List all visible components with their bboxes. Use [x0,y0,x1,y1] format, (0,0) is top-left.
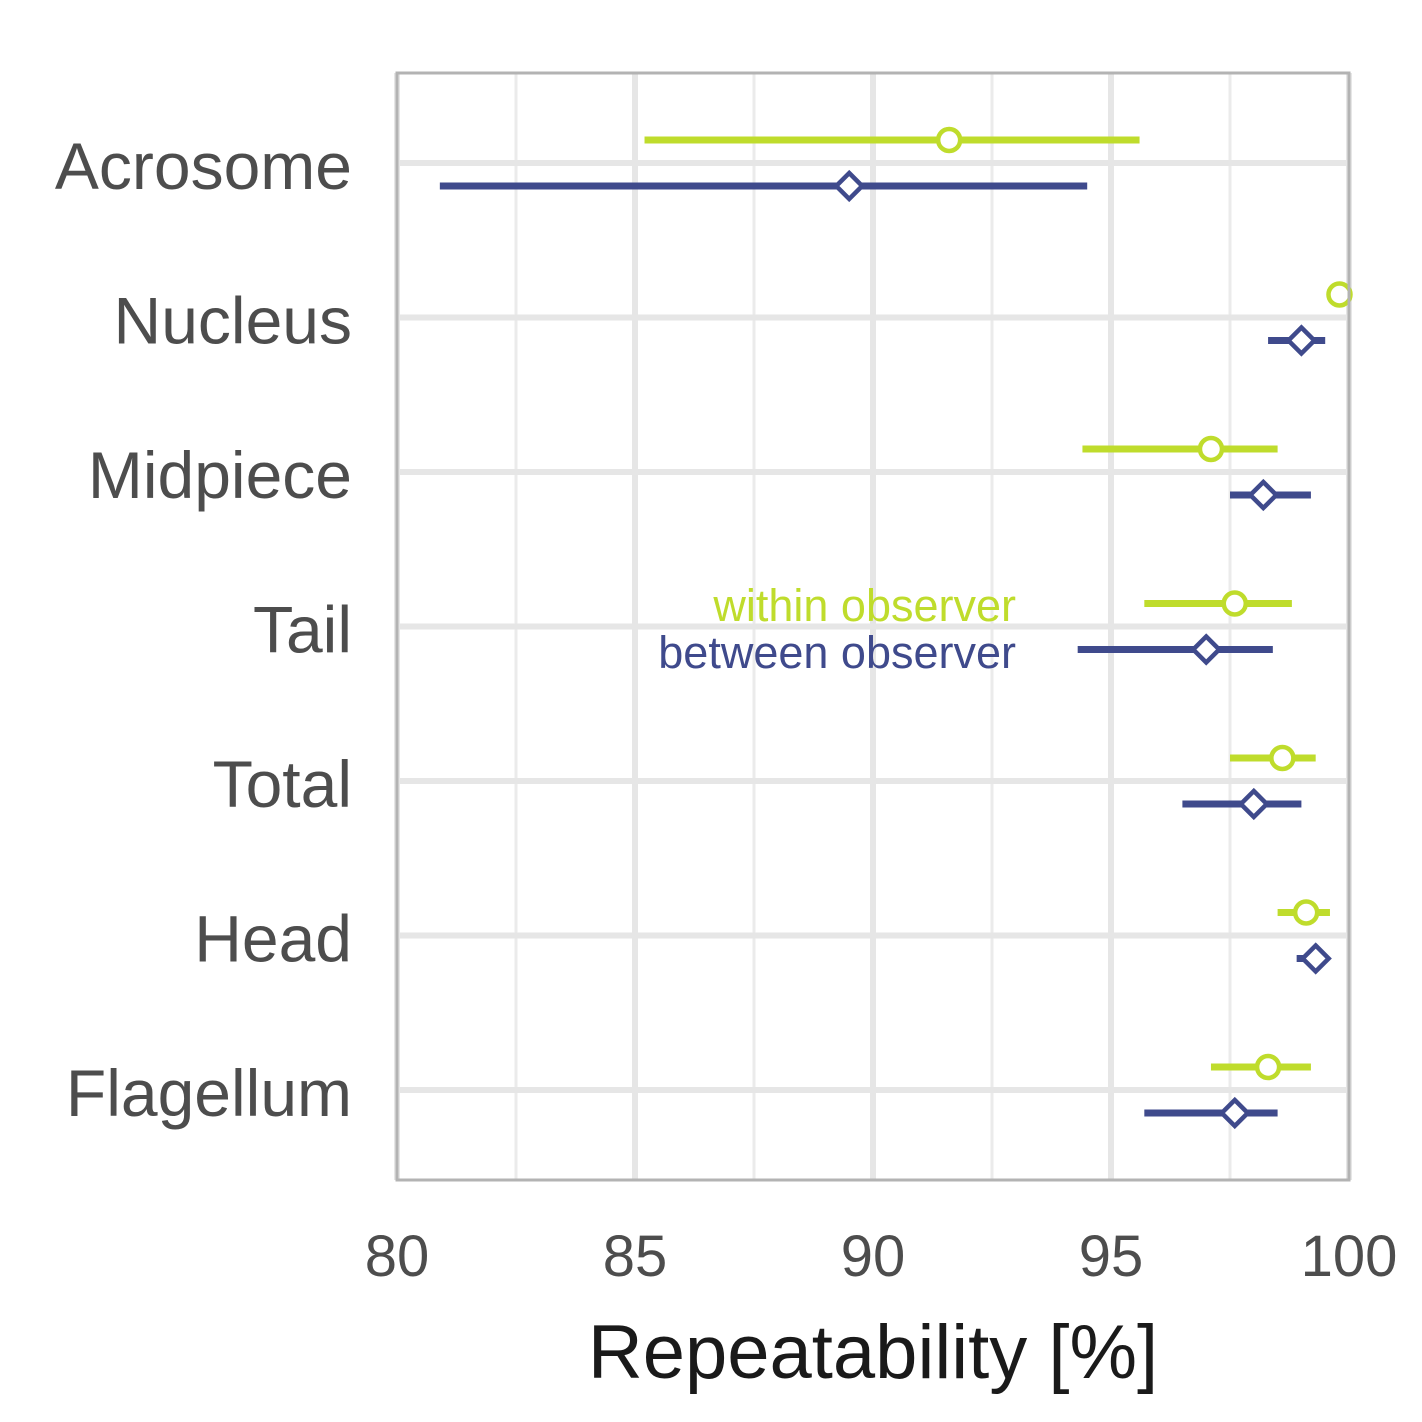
legend-label-within: within observer [712,580,1016,631]
y-tick-label: Tail [253,593,352,667]
x-tick-label: 90 [841,1224,906,1289]
y-tick-label: Head [194,902,352,976]
legend: within observer between observer [658,580,1016,678]
legend-label-between: between observer [658,627,1016,678]
point-marker-diamond [1299,942,1332,975]
marker-layer [833,126,1353,1130]
point-marker-diamond [1218,1096,1251,1130]
x-tick-label: 95 [1079,1224,1144,1289]
point-marker-circle [1221,590,1249,617]
y-tick-label: Acrosome [55,129,352,203]
point-marker-diamond [833,169,866,203]
point-marker-circle [935,126,963,154]
point-marker-diamond [1190,633,1223,666]
y-tick-label: Nucleus [114,284,352,358]
point-marker-circle [1292,899,1320,926]
x-axis-tick-labels: 80 85 90 95 100 [365,1224,1398,1289]
point-marker-circle [1254,1053,1282,1081]
y-tick-label: Midpiece [88,438,352,512]
x-tick-label: 100 [1301,1224,1398,1289]
x-tick-label: 80 [365,1224,430,1289]
panel-border [395,71,1351,1182]
y-tick-label: Flagellum [66,1056,352,1130]
point-marker-diamond [1237,787,1270,821]
point-marker-circle [1326,281,1353,308]
point-marker-diamond [1247,478,1280,512]
point-marker-diamond [1285,324,1318,357]
point-marker-circle [1269,744,1296,772]
y-axis-tick-labels: Acrosome Nucleus Midpiece Tail Total Head Flag… [55,129,352,1130]
y-tick-label: Total [213,747,352,821]
x-tick-label: 85 [603,1224,668,1289]
x-axis-title: Repeatability [%] [588,1310,1158,1395]
point-marker-circle [1197,435,1225,463]
